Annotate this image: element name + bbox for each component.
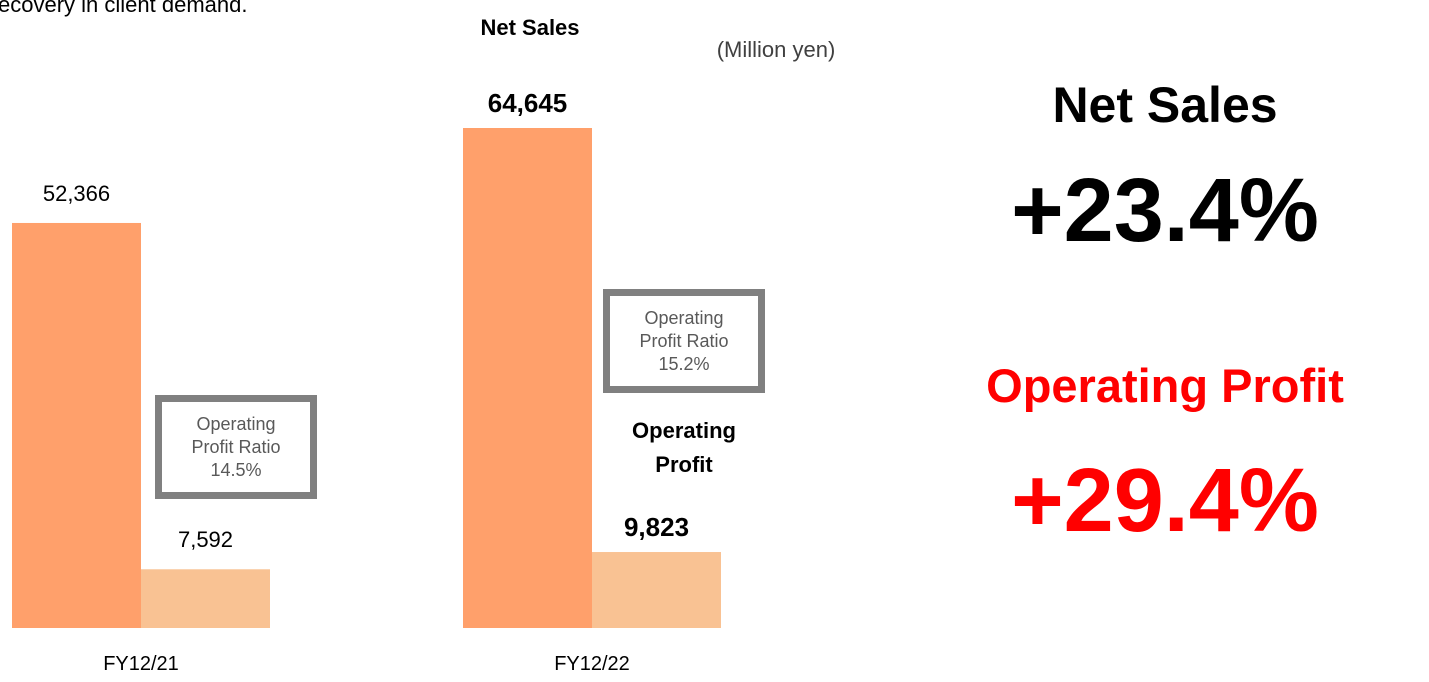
ratio-box: Operating Profit Ratio 15.2% [603, 289, 765, 393]
x-tick-label: FY12/21 [103, 653, 179, 675]
highlight-change: +23.4% [1011, 161, 1319, 261]
ratio-label: Operating Profit Ratio [191, 413, 281, 457]
highlight-change: +29.4% [1011, 451, 1319, 551]
data-label: 64,645 [487, 88, 568, 118]
series-label: Net Sales [480, 15, 580, 40]
highlight-label: Net Sales [1052, 77, 1278, 133]
ratio-label: Operating Profit Ratio [639, 307, 729, 351]
bar [463, 128, 592, 628]
bar [12, 222, 141, 629]
unit-label: (Million yen) [716, 37, 836, 62]
data-label: 52,366 [42, 180, 111, 206]
ratio-value: 14.5% [210, 459, 262, 480]
bar [592, 552, 721, 628]
data-label: 9,823 [623, 512, 690, 543]
highlight-label: Operating Profit [986, 359, 1344, 412]
data-label: 7,592 [177, 527, 234, 553]
series-label: Operating Profit [632, 418, 736, 477]
x-tick-label: FY12/22 [554, 653, 630, 675]
ratio-value: 15.2% [658, 353, 710, 374]
ratio-box: Operating Profit Ratio 14.5% [155, 395, 317, 499]
bar [141, 569, 270, 628]
caption: ecovery in client demand. [0, 0, 248, 17]
